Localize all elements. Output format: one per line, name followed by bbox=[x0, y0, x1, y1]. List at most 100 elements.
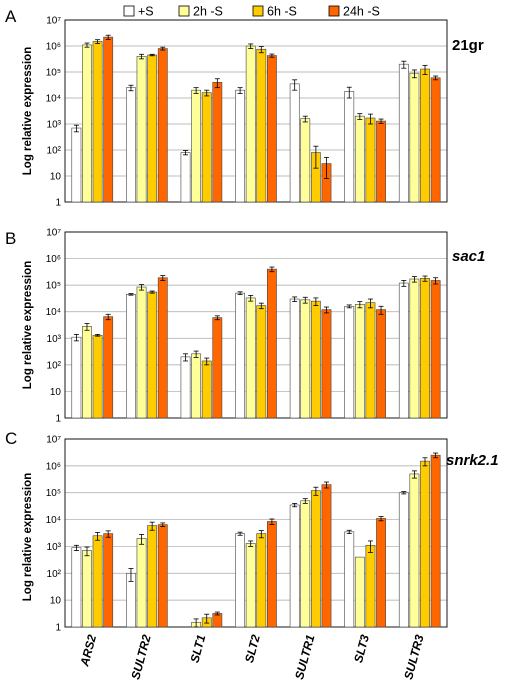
bar bbox=[365, 117, 376, 203]
bar bbox=[420, 278, 430, 419]
bar bbox=[430, 77, 441, 203]
y-tick-label: 10⁴ bbox=[46, 515, 61, 526]
x-tick-label: SLT2 bbox=[242, 633, 263, 664]
x-tick-label: SULTR1 bbox=[292, 633, 317, 681]
plot-area: 1 10 10² 10³ 10⁴ 10⁵ 10⁶ 10⁷ bbox=[46, 228, 448, 425]
bar bbox=[212, 317, 223, 419]
panel-b: B sac1 Log relative expression 1 10 10² 10³… bbox=[5, 228, 485, 425]
bar bbox=[103, 533, 114, 628]
bar bbox=[92, 41, 103, 203]
legend-item-plus-s: +S bbox=[123, 5, 154, 19]
plot-frame bbox=[64, 19, 448, 203]
bar bbox=[157, 277, 168, 419]
bar bbox=[71, 547, 82, 628]
bar bbox=[256, 48, 267, 203]
bar bbox=[365, 545, 376, 628]
bar bbox=[376, 518, 386, 628]
y-tick-label: 10³ bbox=[47, 334, 62, 345]
plot-frame bbox=[64, 438, 448, 628]
y-tick-label: 1 bbox=[55, 623, 61, 634]
bar bbox=[256, 533, 267, 628]
bar bbox=[136, 538, 147, 628]
bar bbox=[103, 316, 114, 419]
bar bbox=[321, 484, 332, 628]
bar bbox=[136, 286, 147, 419]
bar bbox=[289, 298, 300, 419]
bar bbox=[245, 45, 256, 203]
y-tick-label: 10⁶ bbox=[46, 254, 61, 265]
bar bbox=[212, 82, 223, 203]
bar bbox=[92, 334, 103, 419]
bar bbox=[256, 305, 267, 419]
y-tick-label: 10⁷ bbox=[46, 228, 61, 239]
legend-label: 2h -S bbox=[193, 5, 223, 19]
panel-letter: B bbox=[5, 229, 16, 248]
y-tick-label: 10⁶ bbox=[46, 461, 61, 472]
y-tick-label: 1 bbox=[55, 198, 61, 209]
bar bbox=[409, 278, 420, 419]
y-tick-label: 10⁵ bbox=[46, 488, 61, 499]
bar bbox=[398, 282, 409, 419]
bar bbox=[235, 89, 245, 203]
plot-frame bbox=[64, 231, 448, 419]
bar bbox=[82, 44, 92, 203]
legend-label: 24h -S bbox=[343, 5, 380, 19]
y-tick-label: 10² bbox=[47, 360, 62, 371]
y-tick-label: 10² bbox=[47, 569, 62, 580]
panel-title: 21gr bbox=[452, 37, 484, 54]
bar bbox=[82, 550, 92, 628]
bar bbox=[245, 543, 256, 628]
bar bbox=[289, 504, 300, 628]
y-tick-label: 10⁴ bbox=[46, 94, 61, 105]
x-tick-label: SLT1 bbox=[187, 633, 208, 664]
bar bbox=[191, 353, 202, 419]
panel-letter: A bbox=[5, 7, 17, 26]
legend-label: 6h -S bbox=[267, 5, 297, 19]
bar bbox=[201, 360, 212, 419]
y-tick-label: 10² bbox=[47, 146, 62, 157]
bar bbox=[212, 613, 223, 628]
y-tick-label: 10³ bbox=[47, 542, 62, 553]
bar bbox=[310, 490, 321, 628]
y-tick-label: 10⁶ bbox=[46, 42, 61, 53]
bar bbox=[201, 92, 212, 203]
bar bbox=[266, 268, 277, 419]
bar bbox=[289, 83, 300, 203]
bar bbox=[147, 291, 158, 419]
bar bbox=[420, 460, 430, 628]
bar bbox=[398, 63, 409, 203]
legend-item-2h: 2h -S bbox=[178, 5, 223, 19]
bar bbox=[71, 127, 82, 203]
bar bbox=[376, 309, 386, 419]
bar bbox=[82, 326, 92, 419]
bar bbox=[103, 36, 114, 203]
x-tick-label: SULTR2 bbox=[128, 633, 153, 681]
y-tick-label: 10 bbox=[50, 596, 62, 607]
plot-area: 1 10 10² 10³ 10⁴ 10⁵ 10⁶ 10⁷ bbox=[46, 16, 448, 209]
panel-title: snrk2.1 bbox=[446, 452, 499, 469]
plot-area: 1 10 10² 10³ 10⁴ 10⁵ 10⁶ 10⁷ bbox=[46, 435, 448, 634]
y-tick-label: 10³ bbox=[47, 120, 62, 131]
legend-swatch bbox=[178, 5, 190, 17]
bar bbox=[157, 48, 168, 203]
bar bbox=[191, 89, 202, 203]
bar bbox=[126, 294, 136, 419]
bar bbox=[365, 302, 376, 419]
bar bbox=[180, 356, 191, 419]
bar bbox=[235, 533, 245, 628]
legend-label: +S bbox=[138, 5, 154, 19]
bar bbox=[300, 500, 311, 628]
panel-c: C snrk2.1 Log relative expression 1 10 10²… bbox=[5, 429, 499, 634]
bar bbox=[354, 304, 365, 419]
y-axis-label: Log relative expression bbox=[22, 473, 34, 601]
bar bbox=[126, 87, 136, 203]
category-labels: ARS2 SULTR2 SLT1 SLT2 SULTR1 SLT3 SULTR3 bbox=[77, 633, 427, 681]
bar bbox=[376, 120, 386, 203]
legend-swatch bbox=[328, 5, 340, 17]
y-tick-label: 10⁵ bbox=[46, 68, 61, 79]
bar bbox=[344, 91, 355, 203]
bar bbox=[344, 531, 355, 628]
legend-item-6h: 6h -S bbox=[252, 5, 297, 19]
bar bbox=[344, 305, 355, 419]
